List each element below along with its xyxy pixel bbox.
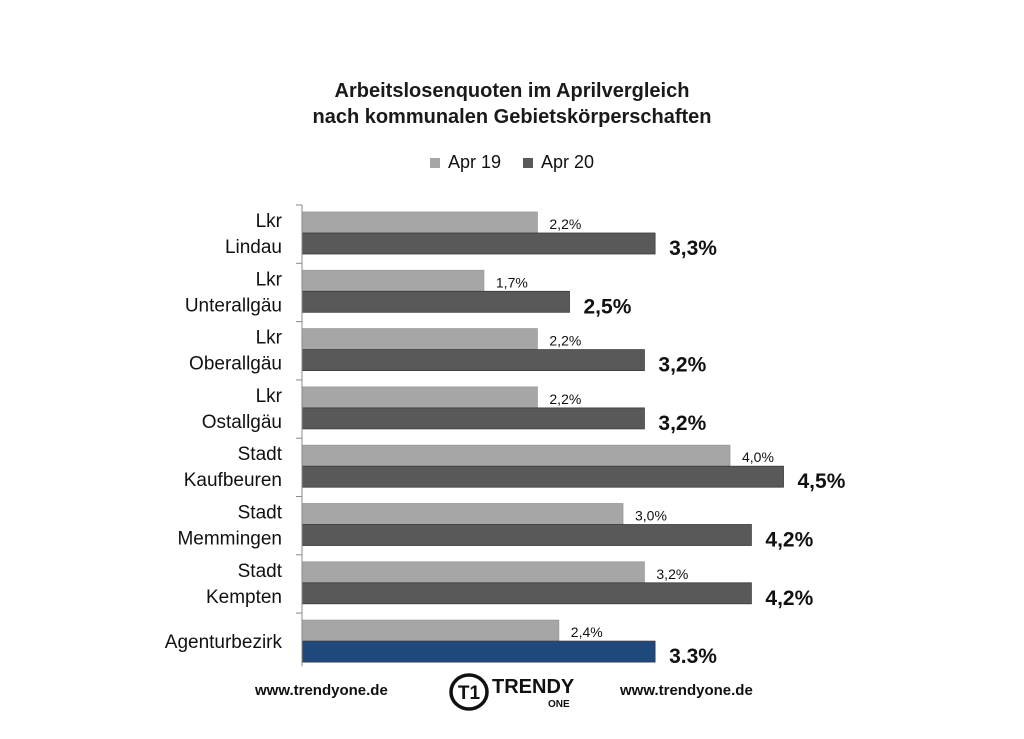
data-label-apr19: 2,4% (571, 624, 603, 640)
legend-item-apr20: Apr 20 (523, 152, 594, 173)
data-label-apr20: 4,2% (765, 587, 813, 610)
category-label: Unterallgäu (185, 295, 282, 316)
data-label-apr19: 4,0% (742, 449, 774, 465)
bar-apr19 (301, 619, 560, 642)
data-label-apr20: 3,2% (658, 412, 706, 435)
category-label: Kaufbeuren (184, 470, 282, 491)
category-label: Ostallgäu (202, 412, 282, 433)
bar-apr20 (301, 232, 656, 255)
bar-apr20 (301, 465, 784, 488)
bar-apr20 (301, 349, 645, 372)
logo-mark: T1 (458, 683, 481, 704)
category-label: Lindau (225, 237, 282, 258)
bar-apr19 (301, 269, 485, 292)
logo-text: TRENDY (492, 676, 575, 698)
logo-subtext: ONE (548, 699, 570, 710)
bar-apr20 (301, 524, 752, 546)
legend: Apr 19 Apr 20 (0, 152, 1024, 173)
chart-title-line1: Arbeitslosenquoten im Aprilvergleich (334, 80, 690, 102)
logo-ring-icon (449, 673, 489, 711)
bar-apr19 (301, 386, 538, 409)
data-label-apr20: 3,2% (658, 354, 706, 377)
legend-item-apr19: Apr 19 (429, 152, 501, 173)
category-label: Stadt (238, 444, 283, 465)
chart-title-line2: nach kommunalen Gebietskörperschaften (312, 106, 712, 128)
category-label: Stadt (238, 561, 283, 582)
bar-apr20 (301, 640, 656, 663)
bar-apr19 (301, 561, 645, 584)
bar-apr20 (301, 407, 645, 430)
data-label-apr19: 2,2% (549, 216, 581, 232)
data-label-apr19: 3,0% (635, 508, 667, 524)
legend-swatch-apr20 (523, 157, 533, 168)
bar-apr19 (301, 503, 624, 525)
category-label: Lkr (256, 328, 283, 349)
data-label-apr20: 4,5% (798, 470, 846, 493)
category-label: Kempten (206, 587, 282, 608)
bar-apr19 (301, 328, 538, 351)
footer-url-right[interactable]: www.trendyone.de (620, 682, 753, 699)
bar-apr20 (301, 290, 570, 313)
category-label: Lkr (256, 386, 283, 407)
data-label-apr20: 4,2% (765, 529, 813, 552)
data-label-apr20: 3.3% (669, 645, 717, 668)
legend-label-apr20: Apr 20 (541, 152, 595, 172)
legend-swatch-apr19 (429, 157, 440, 168)
trendyone-logo: T1 TRENDY ONE (449, 673, 575, 711)
data-label-apr20: 3,3% (669, 237, 717, 260)
category-label: Memmingen (177, 529, 282, 550)
legend-label-apr19: Apr 19 (447, 152, 501, 172)
bar-apr19 (301, 211, 538, 234)
data-label-apr20: 2,5% (584, 295, 632, 318)
category-label: Stadt (238, 503, 283, 524)
category-label: Oberallgäu (189, 354, 282, 375)
footer-url-left[interactable]: www.trendyone.de (255, 682, 388, 699)
bar-apr20 (301, 582, 752, 605)
category-label: Lkr (256, 269, 283, 290)
data-label-apr19: 3,2% (656, 566, 688, 582)
bar-apr19 (301, 444, 731, 467)
category-label: Agenturbezirk (165, 632, 283, 653)
data-label-apr19: 1,7% (496, 274, 528, 290)
category-label: Lkr (256, 211, 283, 232)
data-label-apr19: 2,2% (549, 333, 581, 349)
data-label-apr19: 2,2% (549, 391, 581, 407)
